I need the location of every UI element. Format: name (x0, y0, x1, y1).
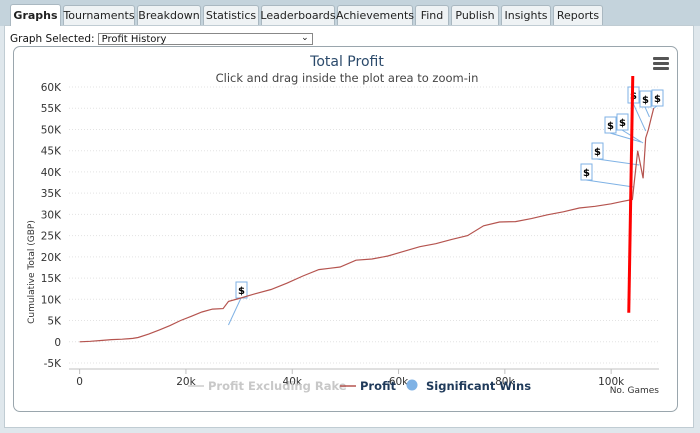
tab-bar: Graphs Tournaments Breakdown Statistics Lead… (0, 0, 700, 26)
win-flag[interactable]: $ (639, 90, 652, 118)
y-tick-label: 0 (54, 337, 61, 349)
y-tick-label: 40K (41, 167, 62, 179)
flag-box (591, 142, 604, 160)
grid-lines (69, 86, 659, 364)
tab-breakdown[interactable]: Breakdown (137, 5, 201, 25)
y-tick-label: 50K (41, 124, 62, 136)
chart-legend: Profit Excluding Rake Profit Significant W… (188, 379, 531, 393)
legend-item[interactable]: Profit Excluding Rake (188, 379, 347, 393)
flag-box (639, 90, 652, 108)
y-tick-label: 60K (41, 82, 62, 94)
tab-find[interactable]: Find (415, 5, 449, 25)
legend-label: Profit Excluding Rake (208, 379, 347, 393)
flag-box (651, 89, 664, 107)
y-tick-label: 15K (41, 273, 62, 285)
tab-leaderboards[interactable]: Leaderboards (260, 5, 336, 25)
x-tick-label: 100k (598, 376, 625, 388)
chart-subtitle: Click and drag inside the plot area to z… (216, 71, 479, 85)
y-tick-label: 10K (41, 294, 62, 306)
flag-label: $ (619, 118, 626, 129)
hamburger-menu-icon (653, 57, 669, 70)
legend-item[interactable]: Significant Wins (406, 379, 532, 393)
x-tick-label: 0 (76, 376, 83, 388)
tab-graphs[interactable]: Graphs (10, 4, 61, 26)
profit-chart[interactable]: -5K 0 5K 10K 15K 20K 25K 30K 35K 40K 45K 50K 55K 60K 0… (14, 47, 677, 411)
flag-connector (609, 132, 642, 143)
tab-insights[interactable]: Insights (501, 5, 551, 25)
tab-tournaments[interactable]: Tournaments (63, 5, 135, 25)
axes: -5K 0 5K 10K 15K 20K 25K 30K 35K 40K 45K 50K 55K 60K 0… (41, 82, 659, 388)
flag-connector (632, 102, 647, 132)
y-axis-label: Cumulative Total (GBP) (27, 220, 37, 324)
flag-connector (644, 106, 650, 118)
y-tick-label: 20K (41, 252, 62, 264)
y-tick-label: 45K (41, 146, 62, 158)
flag-label: $ (607, 121, 614, 132)
graph-select-dropdown[interactable]: Profit History ⌄ (97, 33, 313, 45)
legend-label: Significant Wins (426, 379, 531, 393)
graph-select-value: Profit History (101, 34, 167, 45)
tab-publish[interactable]: Publish (451, 5, 499, 25)
win-flag[interactable]: $ (604, 116, 642, 143)
y-tick-label: 5K (47, 316, 62, 328)
y-tick-label: 30K (41, 209, 62, 221)
marker-line-layer (627, 75, 635, 313)
x-tick-label: 40k (283, 376, 303, 388)
y-tick-label: 25K (41, 231, 62, 243)
series (79, 108, 655, 343)
profit-series-line (79, 108, 655, 343)
y-tick-label: 35K (41, 188, 62, 200)
flag-box (580, 163, 593, 181)
significant-win-flags: $$$$$$$$ (228, 86, 664, 326)
y-tick-label: 55K (41, 103, 62, 115)
flag-label: $ (654, 94, 661, 105)
flag-connector (585, 179, 634, 188)
flag-connector (228, 297, 242, 326)
legend-item[interactable]: Profit (340, 379, 397, 393)
x-tick-label: 20k (176, 376, 196, 388)
flag-connector (596, 158, 640, 166)
y-tick-label: -5K (44, 358, 62, 370)
menu-button[interactable] (653, 57, 669, 70)
flag-label: $ (642, 95, 649, 106)
legend-dot-swatch (406, 379, 418, 391)
win-flag[interactable]: $ (651, 89, 664, 110)
win-flag[interactable]: $ (228, 281, 248, 326)
flag-label: $ (594, 147, 601, 158)
chevron-down-icon: ⌄ (301, 33, 309, 43)
chart-container: -5K 0 5K 10K 15K 20K 25K 30K 35K 40K 45K 50K 55K 60K 0… (13, 46, 678, 412)
x-tick-label: 60k (389, 376, 409, 388)
tab-statistics[interactable]: Statistics (203, 5, 259, 25)
tab-achievements[interactable]: Achievements (336, 5, 414, 25)
tab-reports[interactable]: Reports (553, 5, 603, 25)
win-flag[interactable]: $ (580, 163, 634, 188)
chart-title: Total Profit (309, 54, 384, 70)
x-tick-label: 80k (495, 376, 515, 388)
flag-label: $ (583, 168, 590, 179)
graph-select-row: Graph Selected: Profit History ⌄ (10, 33, 313, 45)
red-marker-line (627, 75, 635, 313)
flag-box (616, 113, 629, 131)
graph-select-label: Graph Selected: (10, 33, 95, 45)
flag-box (604, 116, 617, 134)
flag-label: $ (238, 286, 245, 297)
legend-label: Profit (360, 379, 397, 393)
x-axis-label: No. Games (610, 386, 660, 396)
